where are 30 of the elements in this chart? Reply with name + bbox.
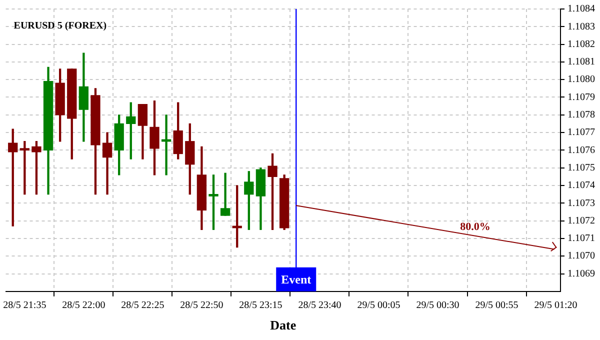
y-tick-label: 1.1069 bbox=[568, 268, 595, 280]
y-tick-label: 1.1072 bbox=[568, 215, 595, 226]
x-tick-label: 28/5 23:40 bbox=[298, 300, 342, 312]
y-tick-label: 1.1077 bbox=[568, 127, 595, 138]
y-tick-label: 1.1076 bbox=[568, 144, 595, 156]
y-tick-label: 1.1070 bbox=[568, 250, 595, 262]
y-tick-label: 1.1081 bbox=[568, 56, 595, 68]
x-tick-label: 28/5 22:25 bbox=[121, 300, 164, 312]
y-tick-label: 1.1075 bbox=[568, 162, 595, 174]
x-tick-label: 28/5 22:00 bbox=[62, 300, 106, 312]
x-axis-title: Date bbox=[270, 318, 296, 333]
y-tick-label: 1.1078 bbox=[568, 110, 595, 121]
x-tick-label: 28/5 21:35 bbox=[3, 300, 46, 312]
ref-line-label: Event bbox=[281, 272, 312, 286]
text: EURUSD 5 (FOREX) bbox=[14, 20, 107, 32]
x-tick-label: 29/5 00:30 bbox=[416, 300, 460, 312]
y-tick-label: 1.1071 bbox=[568, 233, 595, 244]
x-tick-label: 28/5 22:50 bbox=[180, 300, 224, 312]
y-tick-label: 1.1084 bbox=[568, 4, 595, 15]
y-tick-label: 1.1074 bbox=[568, 180, 595, 192]
x-tick-label: 29/5 00:05 bbox=[357, 300, 400, 312]
y-tick-label: 1.1083 bbox=[568, 21, 595, 32]
y-tick-label: 1.1082 bbox=[568, 38, 595, 50]
x-tick-label: 28/5 23:15 bbox=[239, 300, 282, 312]
y-tick-label: 1.1080 bbox=[568, 74, 595, 86]
x-tick-label: 29/5 00:55 bbox=[475, 300, 518, 312]
annotation: 80.0% bbox=[460, 220, 490, 233]
y-tick-label: 1.1073 bbox=[568, 198, 595, 209]
y-tick-label: 1.1079 bbox=[568, 92, 595, 103]
x-tick-label: 29/5 01:20 bbox=[534, 300, 578, 312]
